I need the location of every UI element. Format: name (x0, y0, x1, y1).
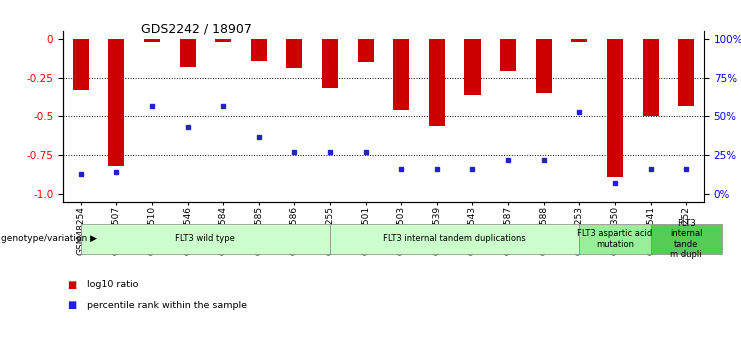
Text: FLT3 wild type: FLT3 wild type (176, 234, 236, 244)
Bar (678, 39, 694, 106)
Text: FLT3
internal
tande
m dupli: FLT3 internal tande m dupli (670, 219, 702, 259)
Text: FLT3 aspartic acid
mutation: FLT3 aspartic acid mutation (577, 229, 653, 249)
Bar (73, 39, 89, 90)
Bar (500, 39, 516, 71)
Bar (179, 39, 196, 67)
Bar (250, 39, 267, 61)
Bar (429, 39, 445, 126)
Text: log10 ratio: log10 ratio (87, 280, 139, 289)
Text: GDS2242 / 18907: GDS2242 / 18907 (141, 22, 252, 36)
Bar (536, 39, 552, 93)
Bar (358, 39, 373, 62)
Bar (144, 39, 160, 42)
Bar (607, 39, 623, 177)
Text: ■: ■ (67, 300, 76, 310)
Bar (642, 39, 659, 117)
Text: ■: ■ (67, 280, 76, 289)
Bar (322, 39, 338, 89)
Bar (465, 39, 480, 95)
Text: percentile rank within the sample: percentile rank within the sample (87, 301, 247, 310)
Bar (571, 39, 588, 42)
Bar (393, 39, 409, 110)
Bar (215, 39, 231, 42)
Bar (108, 39, 124, 166)
Text: genotype/variation ▶: genotype/variation ▶ (1, 234, 97, 244)
Text: FLT3 internal tandem duplications: FLT3 internal tandem duplications (383, 234, 526, 244)
Bar (287, 39, 302, 68)
